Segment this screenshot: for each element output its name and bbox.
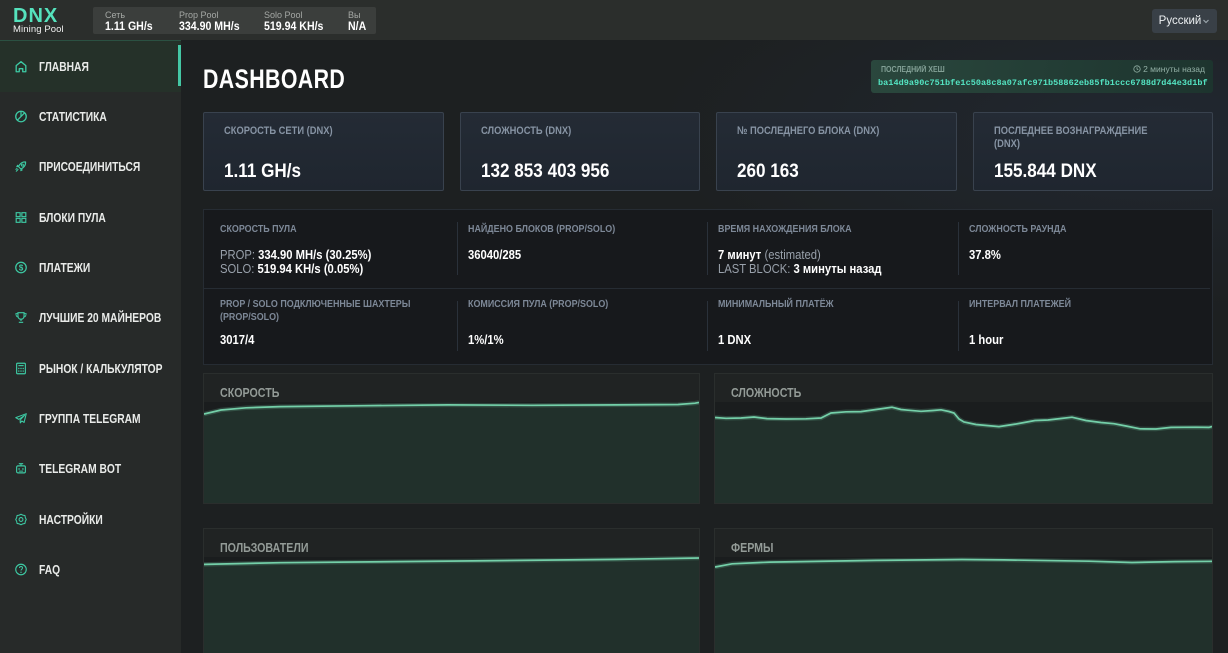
svg-text:$: $ [19,263,24,272]
